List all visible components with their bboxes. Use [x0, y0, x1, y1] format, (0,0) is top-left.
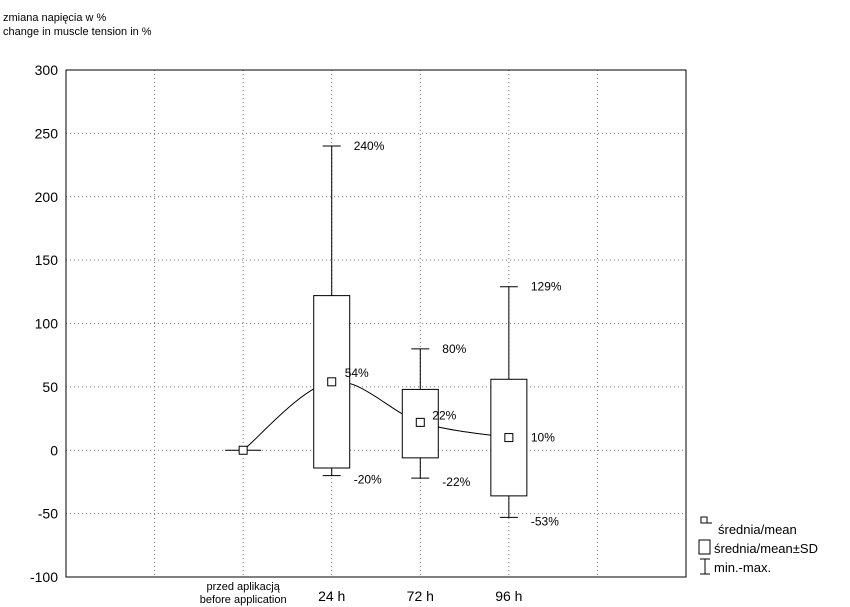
mean-marker — [327, 377, 337, 387]
y-tick-label: 300 — [35, 62, 59, 78]
mean-data-label: 10% — [531, 431, 555, 445]
x-tick-label-line-1: przed aplikacją — [206, 581, 280, 593]
min-data-label: -53% — [531, 514, 559, 528]
y-axis-ticks: 300 250 200 150 100 50 0 -50 -100 — [30, 62, 58, 585]
y-tick-label: 50 — [42, 379, 58, 395]
y-tick-label: 200 — [35, 189, 59, 205]
x-tick-label: 24 h — [318, 588, 345, 604]
legend-mean-icon — [700, 516, 708, 524]
y-tick-label: 250 — [35, 125, 59, 141]
mean-trend-line — [242, 380, 509, 451]
y-tick-label: 0 — [50, 442, 58, 458]
mean-data-label: 22% — [432, 408, 456, 422]
y-tick-label: 150 — [35, 252, 59, 268]
mean-marker — [504, 433, 514, 443]
max-data-label: 129% — [531, 280, 562, 294]
plot-frame — [65, 69, 687, 578]
legend-label-mean: średnia/mean — [718, 522, 797, 537]
data-marks: 240% 54% -20% 80% 22% -22% 129% 10% -53% — [225, 139, 562, 528]
legend-label-sd: średnia/mean±SD — [714, 541, 818, 556]
y-axis-label-line-2: change in muscle tension in % — [3, 26, 152, 38]
legend-sd-icon — [698, 539, 711, 555]
x-tick-label: 72 h — [407, 588, 434, 604]
y-tick-label: 100 — [35, 316, 59, 332]
y-tick-label: -50 — [38, 506, 58, 522]
min-data-label: -20% — [354, 473, 382, 487]
mean-marker — [415, 417, 425, 427]
y-axis-label-line-1: zmiana napięcia w % — [3, 12, 107, 24]
legend: średnia/mean średnia/mean±SD min.-max. — [698, 516, 818, 575]
mean-data-label: 54% — [345, 366, 369, 380]
x-tick-label-line-2: before application — [200, 594, 287, 606]
mean-marker — [238, 445, 248, 455]
legend-label-minmax: min.-max. — [714, 560, 771, 575]
y-tick-label: -100 — [30, 569, 58, 585]
min-data-label: -22% — [442, 475, 470, 489]
max-data-label: 240% — [354, 139, 385, 153]
x-tick-label: 96 h — [495, 588, 522, 604]
max-data-label: 80% — [442, 342, 466, 356]
